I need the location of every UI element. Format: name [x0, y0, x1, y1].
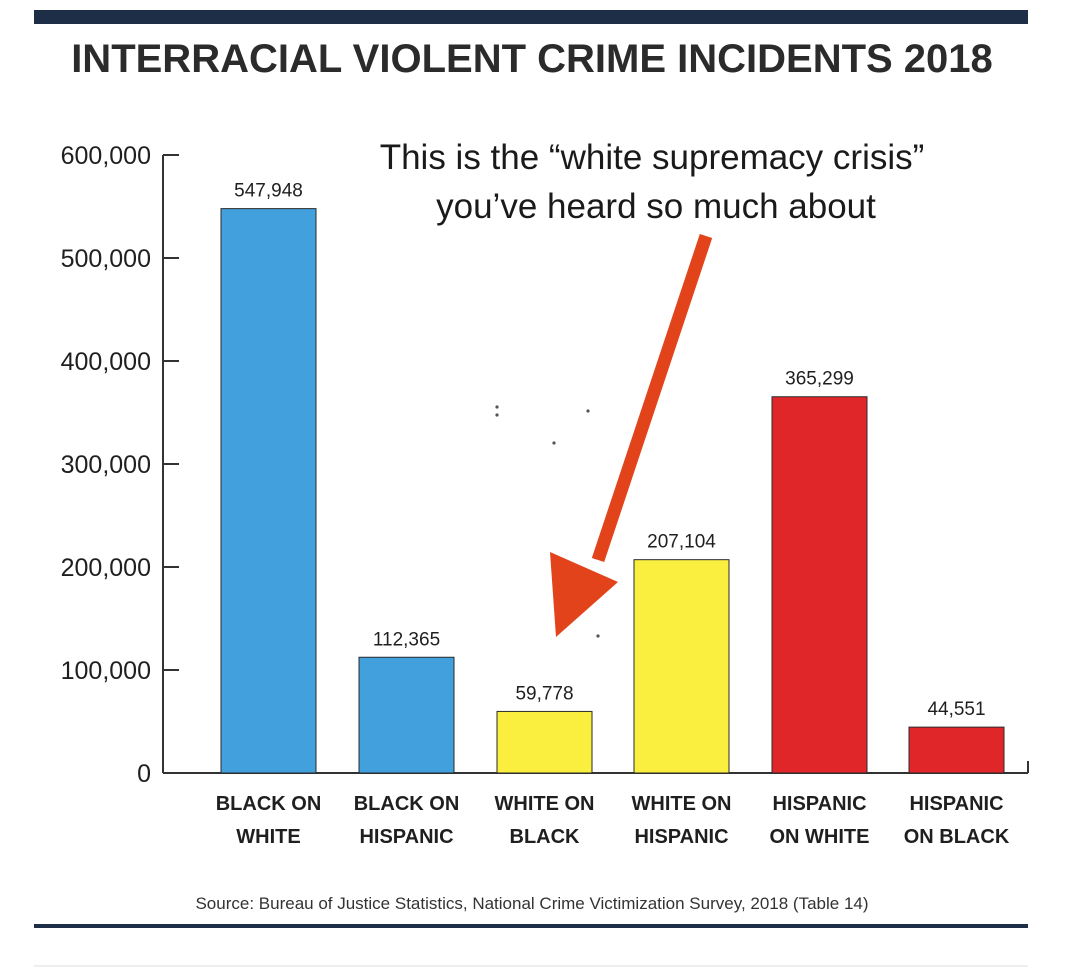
- x-category-label: WHITE: [236, 826, 300, 848]
- bar: [358, 656, 455, 774]
- page-divider: [34, 965, 1028, 967]
- x-category-label: WHITE ON: [632, 793, 732, 815]
- top-rule: [34, 10, 1028, 24]
- bar: [496, 710, 593, 774]
- speckle-dots: [495, 405, 600, 638]
- x-category-label: ON BLACK: [904, 826, 1010, 848]
- x-category-label: BLACK ON: [216, 793, 322, 815]
- x-category-label: HISPANIC: [359, 826, 453, 848]
- x-category-label: HISPANIC: [909, 793, 1003, 815]
- x-category-label: BLACK: [510, 826, 581, 848]
- value-labels: 547,948 112,365 59,778 207,104 365,299 44,551: [234, 181, 985, 720]
- arrow-shaft: [591, 233, 713, 563]
- x-category-label: ON WHITE: [770, 826, 870, 848]
- annotation-line-2: you’ve heard so much about: [436, 187, 876, 226]
- y-axis: 0 100,000 200,000 300,000 400,000 500,000 600,…: [61, 142, 1029, 788]
- x-category-label: BLACK ON: [354, 793, 460, 815]
- bar: [220, 208, 317, 774]
- x-category-label: HISPANIC: [634, 826, 728, 848]
- bar-value-label: 547,948: [234, 181, 303, 202]
- source-note: Source: Bureau of Justice Statistics, Na…: [195, 894, 868, 913]
- annotation-line-1: This is the “white supremacy crisis”: [380, 138, 925, 177]
- y-tick-label: 200,000: [61, 554, 151, 582]
- annotation-arrow: [550, 233, 713, 637]
- bar: [771, 396, 868, 774]
- speckle-dot: [495, 413, 499, 417]
- bars: [220, 208, 1005, 774]
- y-tick-label: 300,000: [61, 451, 151, 479]
- speckle-dot: [586, 409, 590, 413]
- y-tick-label: 500,000: [61, 245, 151, 273]
- bar: [633, 559, 730, 774]
- y-tick-label: 0: [137, 760, 151, 788]
- y-tick-label: 600,000: [61, 142, 151, 170]
- arrow-head: [550, 552, 618, 637]
- bar: [908, 726, 1005, 774]
- bar-value-label: 44,551: [927, 699, 985, 720]
- category-labels: BLACK ON WHITE BLACK ON HISPANIC WHITE ON BLA…: [216, 793, 1010, 848]
- speckle-dot: [552, 441, 556, 445]
- x-category-label: HISPANIC: [772, 793, 866, 815]
- y-tick-label: 400,000: [61, 348, 151, 376]
- chart-title: INTERRACIAL VIOLENT CRIME INCIDENTS 2018: [71, 37, 993, 81]
- speckle-dot: [495, 405, 499, 409]
- speckle-dot: [596, 634, 600, 638]
- bar-value-label: 59,778: [515, 683, 573, 704]
- x-category-label: WHITE ON: [495, 793, 595, 815]
- bar-value-label: 207,104: [647, 532, 716, 553]
- bar-value-label: 365,299: [785, 369, 854, 390]
- bottom-rule: [34, 924, 1028, 928]
- bar-value-label: 112,365: [373, 629, 440, 650]
- y-tick-label: 100,000: [61, 657, 151, 685]
